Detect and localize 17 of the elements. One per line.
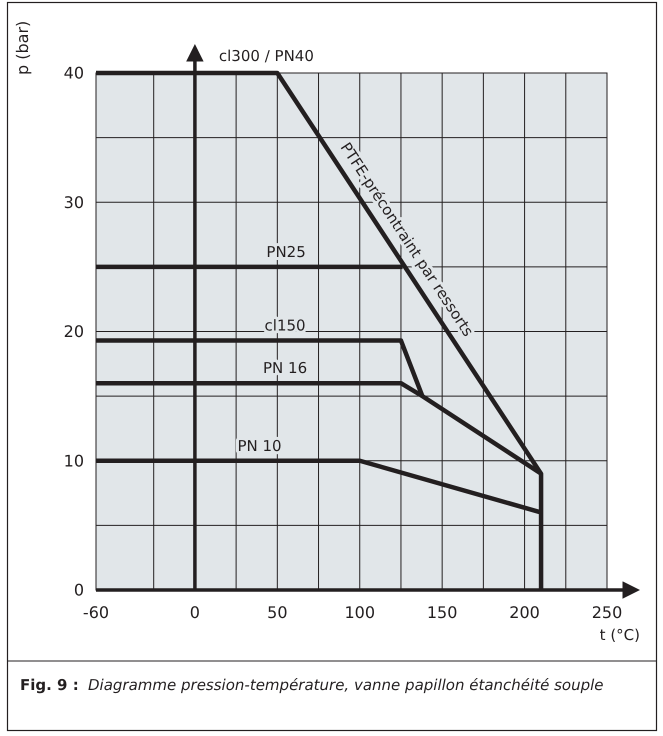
- y-tick-label: 30: [64, 192, 84, 212]
- x-tick-label: 50: [267, 603, 288, 622]
- x-tick-label: 100: [344, 603, 376, 622]
- x-axis-title: t (°C): [600, 626, 640, 644]
- y-tick-label: 10: [64, 451, 84, 470]
- x-tick-label: 200: [509, 603, 540, 622]
- y-tick-label: 40: [64, 64, 84, 83]
- y-tick-label: 20: [64, 322, 84, 342]
- x-tick-label: 0: [190, 603, 200, 622]
- caption: Fig. 9 :: [20, 676, 79, 694]
- series-label: cl300 / PN40: [218, 47, 314, 65]
- y-tick-label: 0: [74, 580, 84, 600]
- y-axis-title: p (bar): [13, 20, 32, 75]
- text: Diagramme pression-température, vanne papillon étanchéité souple: [88, 675, 604, 696]
- x-tick-label: -60: [82, 603, 110, 622]
- x-tick-label: 250: [592, 603, 622, 622]
- x-tick-label: 150: [426, 603, 458, 622]
